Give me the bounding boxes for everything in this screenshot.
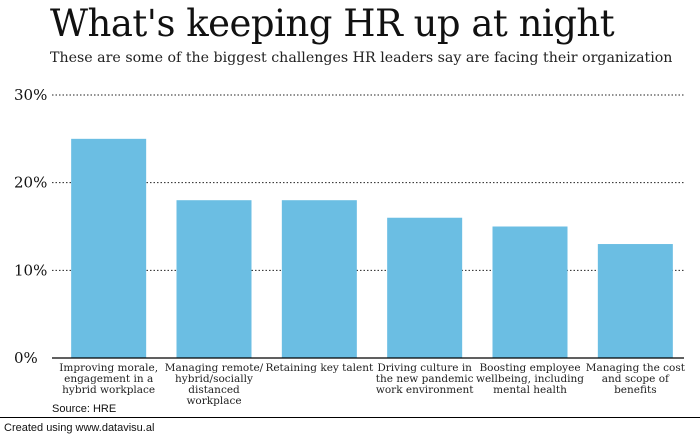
bar <box>71 138 147 358</box>
footer-divider <box>0 417 700 418</box>
x-tick-label: Boosting employee wellbeing, including men… <box>476 362 584 396</box>
x-tick-label: Managing remote/hybrid/socially distanced… <box>165 362 264 407</box>
bar <box>176 200 252 358</box>
bar <box>281 200 357 358</box>
y-tick-label: 10% <box>14 261 47 279</box>
credit-note: Created using www.datavisu.al <box>4 422 155 434</box>
source-note: Source: HRE <box>52 403 117 415</box>
bar <box>387 217 463 358</box>
y-tick-label: 20% <box>14 174 47 192</box>
y-tick-label: 0% <box>14 349 38 367</box>
bar <box>492 226 568 358</box>
chart-title: What's keeping HR up at night <box>50 2 615 45</box>
x-tick-label: Improving morale, engagement in a hybrid w… <box>59 362 158 396</box>
x-tick-label: Managing the cost and scope of benefits <box>586 362 686 396</box>
x-tick-label: Retaining key talent <box>265 362 374 374</box>
y-tick-label: 30% <box>14 86 47 104</box>
chart-subtitle: These are some of the biggest challenges… <box>50 50 673 66</box>
x-tick-label: Driving culture in the new pandemic work e… <box>376 362 474 396</box>
bar <box>597 244 673 358</box>
